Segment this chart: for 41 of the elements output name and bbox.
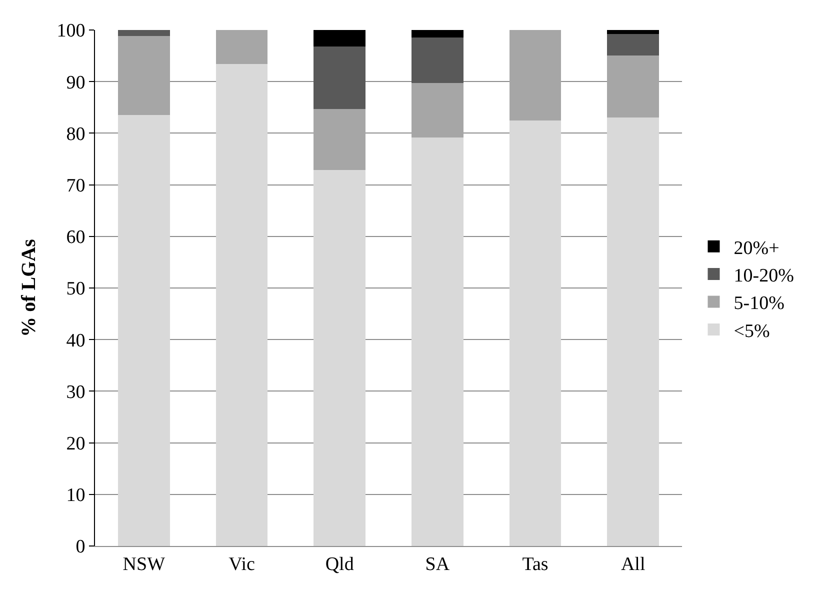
y-tick-label: 20 bbox=[66, 433, 86, 454]
x-tick-label: NSW bbox=[122, 554, 166, 575]
bar bbox=[216, 64, 268, 546]
y-tick-label: 30 bbox=[66, 382, 86, 403]
bar bbox=[411, 38, 464, 84]
bar bbox=[509, 30, 562, 120]
y-axis-title: % of LGAs bbox=[18, 238, 40, 337]
y-tick-label: 90 bbox=[66, 72, 86, 94]
bar bbox=[314, 170, 366, 546]
y-tick-label: 80 bbox=[66, 124, 86, 145]
legend-label: <5% bbox=[734, 320, 770, 342]
y-tick-label: 100 bbox=[56, 20, 86, 42]
legend-label: 5-10% bbox=[734, 293, 785, 314]
bar bbox=[607, 118, 660, 546]
y-tick-label: 60 bbox=[66, 227, 86, 248]
bar bbox=[509, 120, 562, 546]
y-tick-label: 50 bbox=[66, 278, 86, 300]
bar bbox=[314, 30, 366, 47]
bar bbox=[118, 115, 170, 546]
bar bbox=[607, 55, 660, 118]
x-tick-label: Tas bbox=[522, 554, 548, 575]
y-tick-label: 0 bbox=[76, 536, 86, 558]
bar bbox=[314, 108, 366, 170]
y-tick-label: 10 bbox=[66, 485, 86, 506]
x-tick-label: All bbox=[620, 554, 646, 575]
bar bbox=[314, 46, 366, 109]
x-tick-label: Vic bbox=[228, 554, 255, 575]
bar bbox=[118, 30, 170, 36]
x-tick-label: SA bbox=[425, 554, 450, 575]
bar bbox=[411, 137, 464, 546]
bar bbox=[607, 34, 660, 56]
y-tick-label: 70 bbox=[66, 175, 86, 196]
bar bbox=[607, 30, 660, 34]
y-tick-label: 40 bbox=[66, 330, 86, 352]
legend-label: 20%+ bbox=[734, 238, 780, 259]
bar bbox=[411, 30, 464, 38]
x-tick-label: Qld bbox=[325, 554, 354, 575]
bar bbox=[118, 36, 170, 116]
legend-label: 10-20% bbox=[734, 265, 794, 286]
bar bbox=[216, 30, 268, 64]
bar bbox=[411, 83, 464, 138]
